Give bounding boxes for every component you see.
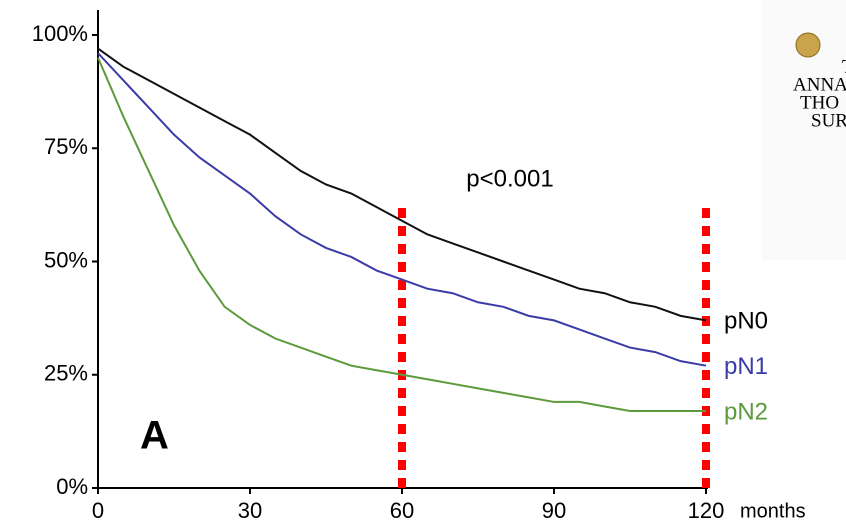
y-tick-label: 50% [44,247,88,272]
cover-line: T [842,56,846,77]
survival-curve [97,47,707,322]
series-label: pN0 [724,308,768,335]
cover-line: ANNA [793,74,846,95]
y-tick-label: 0% [56,474,88,499]
survival-curve [97,52,707,367]
x-tick-label: 120 [688,498,725,523]
x-tick-label: 60 [390,498,414,523]
x-axis-label: months [740,500,806,522]
x-tick-label: 90 [542,498,566,523]
p-value: p<0.001 [466,165,553,192]
x-tick-label: 0 [92,498,104,523]
y-tick-label: 75% [44,134,88,159]
y-tick-label: 100% [32,21,88,46]
series-label: pN2 [724,398,768,425]
panel-label: A [140,414,169,458]
cover-line: SUR [811,110,846,131]
cover-logo [795,32,821,58]
y-tick-label: 25% [44,361,88,386]
x-tick-label: 30 [238,498,262,523]
survival-curve [97,57,706,412]
cover-line: THO [800,92,839,113]
series-label: pN1 [724,353,768,380]
